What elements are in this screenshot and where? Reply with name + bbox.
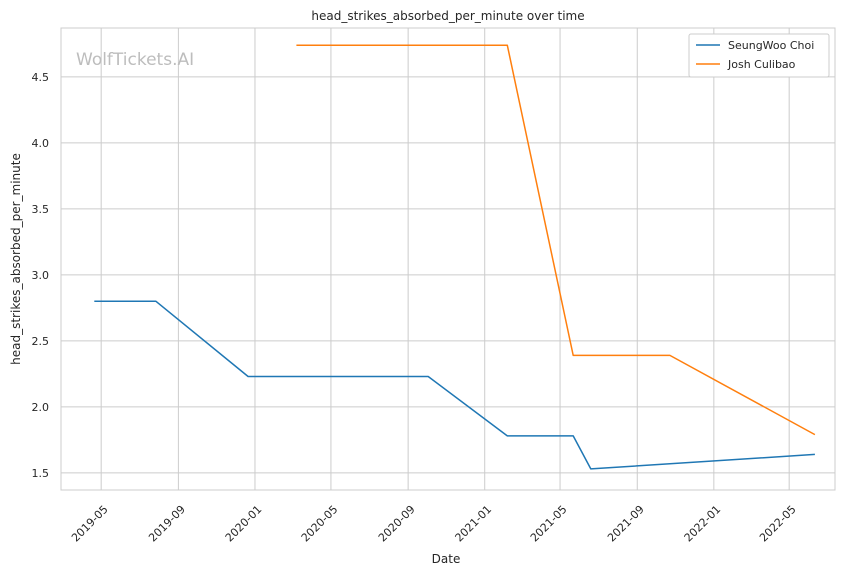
y-tick-label: 2.0 xyxy=(32,401,50,414)
x-tick-label: 2019-09 xyxy=(146,503,188,545)
x-tick-label: 2019-05 xyxy=(69,503,111,545)
series-line-1 xyxy=(94,300,815,470)
y-tick-label: 4.0 xyxy=(32,137,50,150)
watermark: WolfTickets.AI xyxy=(76,50,194,70)
grid-lines xyxy=(61,28,835,490)
series-line-2 xyxy=(296,44,816,436)
plot-frame xyxy=(60,27,836,491)
x-tick-label: 2021-05 xyxy=(528,503,570,545)
y-axis-ticks: 1.5 2.0 2.5 3.0 3.5 4.0 4.5 xyxy=(32,71,50,480)
x-tick-label: 2022-05 xyxy=(757,503,799,545)
y-tick-label: 1.5 xyxy=(32,467,50,480)
y-tick-label: 3.0 xyxy=(32,269,50,282)
x-tick-label: 2021-01 xyxy=(453,503,495,545)
y-axis-label: head_strikes_absorbed_per_minute xyxy=(9,153,23,365)
x-tick-label: 2022-01 xyxy=(682,503,724,545)
x-axis-label: Date xyxy=(432,552,461,566)
x-tick-label: 2020-01 xyxy=(223,503,265,545)
x-tick-label: 2020-09 xyxy=(376,503,418,545)
legend-box xyxy=(688,33,830,78)
chart-title: head_strikes_absorbed_per_minute over ti… xyxy=(311,9,584,23)
legend-label-seungwoo-choi: SeungWoo Choi xyxy=(728,39,814,52)
y-tick-label: 2.5 xyxy=(32,335,50,348)
legend-label-josh-culibao: Josh Culibao xyxy=(727,58,796,71)
x-tick-label: 2020-05 xyxy=(299,503,341,545)
legend: SeungWoo Choi Josh Culibao xyxy=(688,33,830,78)
x-tick-label: 2021-09 xyxy=(605,503,647,545)
y-tick-label: 3.5 xyxy=(32,203,50,216)
series-layer xyxy=(94,44,816,470)
x-axis-ticks: 2019-05 2019-09 2020-01 2020-05 2020-09 2021-… xyxy=(69,503,799,545)
y-tick-label: 4.5 xyxy=(32,71,50,84)
